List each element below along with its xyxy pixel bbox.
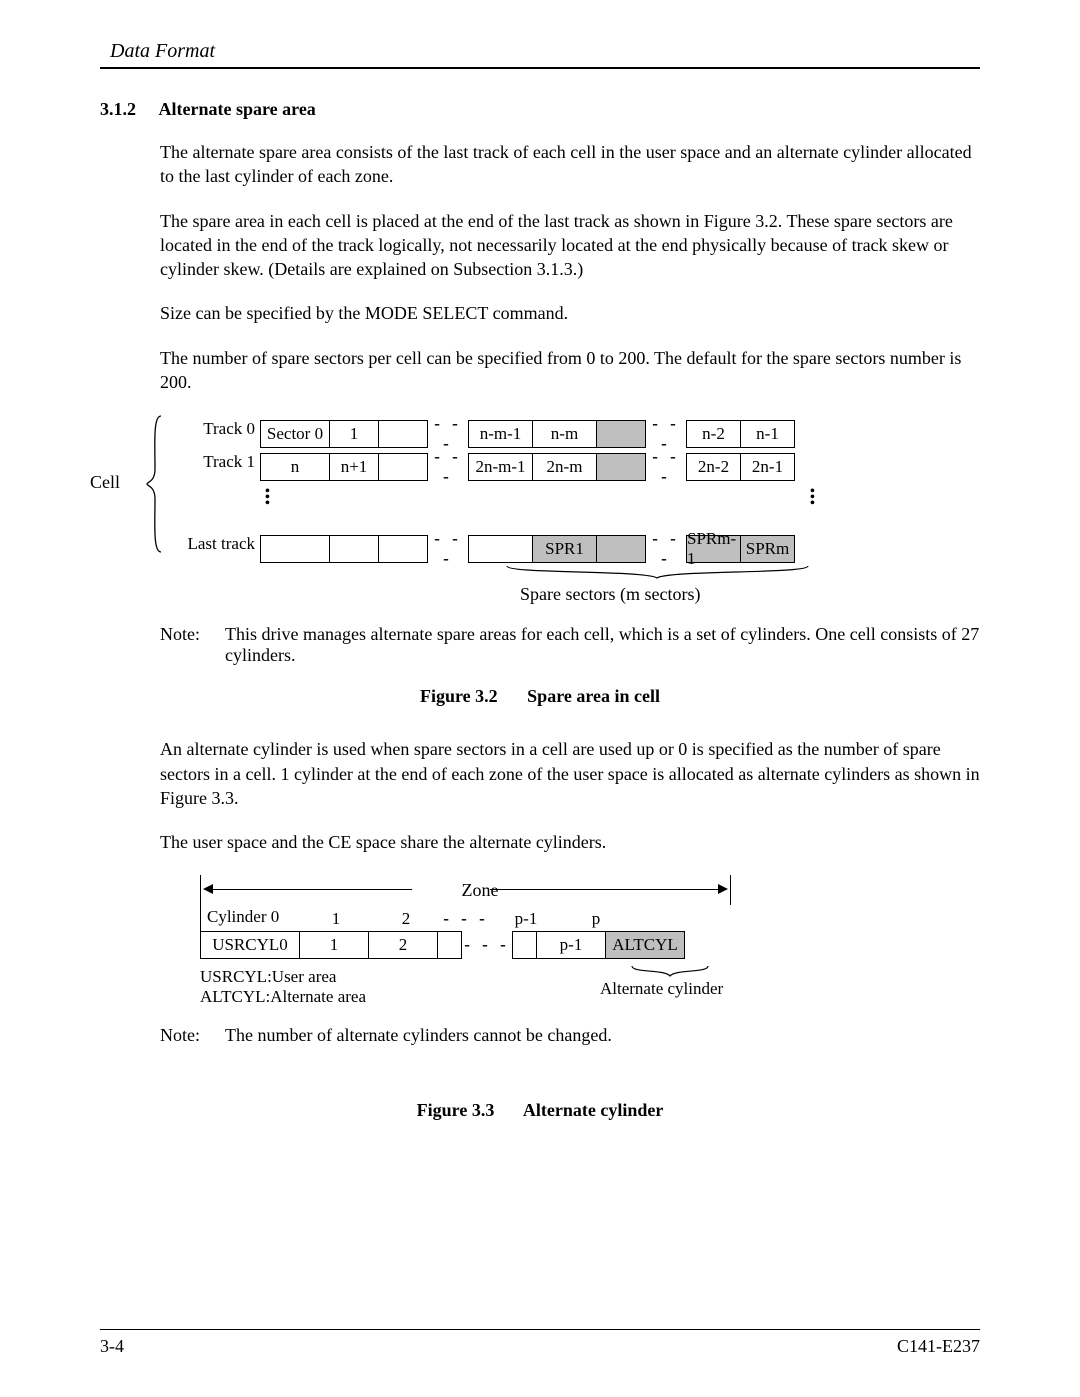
- cell-shaded: SPR1: [532, 535, 597, 563]
- cell: [437, 931, 462, 959]
- cell: [329, 535, 379, 563]
- cell: 2n-m-1: [468, 453, 533, 481]
- note-1-text: This drive manages alternate spare areas…: [225, 624, 980, 666]
- paragraph-4: The number of spare sectors per cell can…: [160, 346, 980, 395]
- track-0-label: Track 0: [165, 419, 255, 439]
- paragraph-1: The alternate spare area consists of the…: [160, 140, 980, 189]
- paragraph-5: An alternate cylinder is used when spare…: [160, 737, 980, 810]
- section-heading: 3.1.2 Alternate spare area: [100, 99, 980, 120]
- cell: 2n-m: [532, 453, 597, 481]
- track-row-1: n n+1 - - - 2n-m-1 2n-m - - - 2n-2 2n-1: [260, 447, 795, 487]
- paragraph-3: Size can be specified by the MODE SELECT…: [160, 301, 980, 325]
- cell: Sector 0: [260, 420, 330, 448]
- figure-3-2: Cell Track 0 Track 1 Last track Sector 0…: [90, 414, 860, 614]
- cell: 2n-1: [740, 453, 795, 481]
- cell: Cylinder 0: [200, 905, 301, 933]
- tick-right: [730, 875, 731, 905]
- section-title: Alternate spare area: [159, 99, 316, 119]
- h-dots-icon: - - -: [646, 529, 686, 569]
- cell: 2: [371, 909, 441, 929]
- arrow-right-icon: [718, 884, 728, 894]
- figure-title: Alternate cylinder: [523, 1100, 663, 1120]
- alternate-cylinder-label: Alternate cylinder: [600, 979, 723, 999]
- last-track-label: Last track: [165, 534, 255, 554]
- cell-shaded: SPRm: [740, 535, 795, 563]
- page-number: 3-4: [100, 1336, 124, 1357]
- under-brace-icon: [505, 564, 810, 580]
- note-1: Note: This drive manages alternate spare…: [160, 624, 980, 666]
- cell: 1: [299, 931, 369, 959]
- paragraph-6: The user space and the CE space share th…: [160, 830, 980, 854]
- cell: p-1: [536, 931, 606, 959]
- cell: [260, 535, 330, 563]
- arrow-line: [490, 889, 718, 891]
- cell-shaded: [596, 535, 646, 563]
- tick-left: [200, 875, 201, 905]
- cylinder-label-row: Cylinder 0 1 2 - - - p-1 p: [200, 905, 631, 933]
- cell: 2: [368, 931, 438, 959]
- cell: n: [260, 453, 330, 481]
- under-brace-icon: [630, 963, 710, 979]
- note-2-text: The number of alternate cylinders cannot…: [225, 1025, 980, 1046]
- figure-title: Spare area in cell: [527, 686, 660, 706]
- cell-shaded: [596, 420, 646, 448]
- cell: 2n-2: [686, 453, 741, 481]
- cylinder-box-row: USRCYL0 1 2 - - - p-1 ALTCYL: [200, 931, 685, 959]
- footer-rule: [100, 1329, 980, 1330]
- cell: p-1: [491, 909, 561, 929]
- cell: 1: [329, 420, 379, 448]
- legend-altcyl: ALTCYL:Alternate area: [200, 987, 366, 1007]
- cell: p: [561, 909, 631, 929]
- cell-label: Cell: [90, 472, 120, 493]
- h-dots-icon: - - -: [646, 447, 686, 487]
- page-footer: 3-4 C141-E237: [100, 1329, 980, 1357]
- cell: [378, 420, 428, 448]
- cell: 1: [301, 909, 371, 929]
- v-dots-icon: •••: [265, 489, 270, 507]
- figure-3-3: Zone Cylinder 0 1 2 - - - p-1 p USRCYL0 …: [200, 875, 760, 1015]
- note-label: Note:: [160, 624, 225, 666]
- h-dots-icon: - - -: [441, 909, 491, 929]
- h-dots-icon: - - -: [428, 529, 468, 569]
- v-dots-icon: •••: [810, 489, 815, 507]
- cell: [512, 931, 537, 959]
- track-row-last: - - - SPR1 - - - SPRm-1 SPRm: [260, 529, 795, 569]
- cell: [468, 535, 533, 563]
- cell-shaded: ALTCYL: [605, 931, 685, 959]
- figure-3-3-caption: Figure 3.3 Alternate cylinder: [100, 1100, 980, 1121]
- h-dots-icon: - - -: [462, 935, 512, 955]
- paragraph-2: The spare area in each cell is placed at…: [160, 209, 980, 282]
- cell: n-2: [686, 420, 741, 448]
- cell-shaded: SPRm-1: [686, 535, 741, 563]
- doc-id: C141-E237: [897, 1336, 980, 1357]
- cell: n-m: [532, 420, 597, 448]
- left-brace-icon: [145, 414, 163, 554]
- cell: n+1: [329, 453, 379, 481]
- running-header: Data Format: [110, 40, 980, 63]
- figure-number: Figure 3.2: [420, 686, 498, 706]
- header-rule: [100, 67, 980, 69]
- spare-sectors-label: Spare sectors (m sectors): [520, 584, 700, 605]
- cell: n-1: [740, 420, 795, 448]
- cell: n-m-1: [468, 420, 533, 448]
- track-1-label: Track 1: [165, 452, 255, 472]
- cell: USRCYL0: [200, 931, 300, 959]
- note-label: Note:: [160, 1025, 225, 1046]
- note-2: Note: The number of alternate cylinders …: [160, 1025, 980, 1046]
- cell: [378, 535, 428, 563]
- arrow-line: [212, 889, 412, 891]
- section-number: 3.1.2: [100, 99, 155, 120]
- figure-3-2-caption: Figure 3.2 Spare area in cell: [100, 686, 980, 707]
- cell-shaded: [596, 453, 646, 481]
- cell: [378, 453, 428, 481]
- figure-number: Figure 3.3: [417, 1100, 495, 1120]
- legend-usrcyl: USRCYL:User area: [200, 967, 336, 987]
- h-dots-icon: - - -: [428, 447, 468, 487]
